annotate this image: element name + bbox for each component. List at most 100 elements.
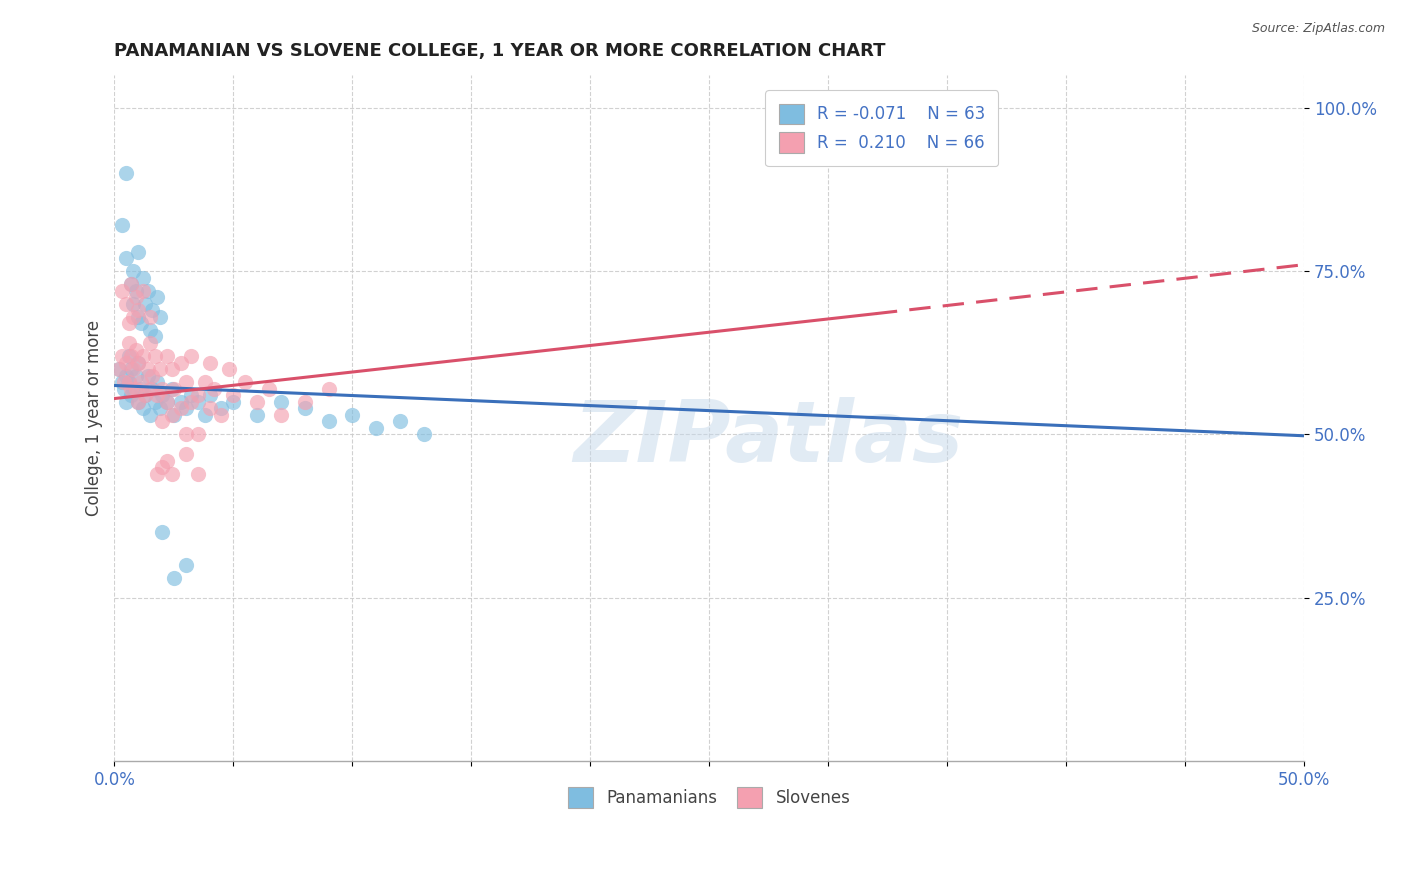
Point	[118, 336, 141, 351]
Point	[143, 329, 166, 343]
Point	[146, 467, 169, 481]
Point	[149, 310, 172, 324]
Point	[170, 394, 193, 409]
Point	[141, 382, 163, 396]
Point	[160, 382, 183, 396]
Point	[388, 414, 411, 428]
Point	[174, 447, 197, 461]
Point	[194, 375, 217, 389]
Point	[132, 401, 155, 416]
Point	[120, 362, 142, 376]
Point	[218, 362, 240, 376]
Point	[115, 368, 138, 383]
Point	[125, 290, 148, 304]
Point	[156, 453, 179, 467]
Point	[127, 394, 149, 409]
Point	[110, 349, 132, 363]
Point	[120, 382, 142, 396]
Point	[150, 388, 173, 402]
Point	[156, 394, 179, 409]
Point	[174, 558, 197, 573]
Point	[118, 375, 141, 389]
Point	[180, 349, 202, 363]
Point	[110, 375, 132, 389]
Point	[127, 303, 149, 318]
Point	[125, 368, 148, 383]
Point	[160, 362, 183, 376]
Point	[211, 408, 233, 422]
Point	[120, 349, 142, 363]
Point	[160, 467, 183, 481]
Point	[122, 297, 145, 311]
Point	[115, 356, 138, 370]
Point	[170, 356, 193, 370]
Point	[136, 284, 159, 298]
Point	[134, 297, 156, 311]
Point	[139, 382, 162, 396]
Point	[120, 277, 142, 292]
Point	[150, 414, 173, 428]
Point	[294, 394, 316, 409]
Point	[156, 349, 179, 363]
Point	[187, 388, 209, 402]
Point	[366, 421, 388, 435]
Point	[134, 388, 156, 402]
Point	[132, 349, 155, 363]
Point	[143, 394, 166, 409]
Point	[160, 408, 183, 422]
Text: ZIPatlas: ZIPatlas	[574, 397, 965, 480]
Point	[122, 310, 145, 324]
Point	[139, 323, 162, 337]
Point	[134, 388, 156, 402]
Point	[246, 394, 269, 409]
Point	[270, 408, 292, 422]
Point	[110, 284, 132, 298]
Point	[198, 356, 221, 370]
Point	[146, 375, 169, 389]
Point	[120, 388, 142, 402]
Point	[149, 401, 172, 416]
Point	[125, 284, 148, 298]
Point	[127, 356, 149, 370]
Point	[129, 317, 152, 331]
Point	[150, 460, 173, 475]
Point	[233, 375, 256, 389]
Point	[174, 401, 197, 416]
Point	[222, 394, 245, 409]
Text: Source: ZipAtlas.com: Source: ZipAtlas.com	[1251, 22, 1385, 36]
Point	[318, 414, 340, 428]
Point	[170, 401, 193, 416]
Point	[174, 427, 197, 442]
Point	[150, 382, 173, 396]
Point	[174, 375, 197, 389]
Point	[187, 394, 209, 409]
Point	[318, 382, 340, 396]
Point	[139, 310, 162, 324]
Point	[139, 336, 162, 351]
Point	[141, 303, 163, 318]
Point	[149, 362, 172, 376]
Legend: Panamanians, Slovenes: Panamanians, Slovenes	[561, 780, 858, 814]
Point	[180, 388, 202, 402]
Point	[156, 394, 179, 409]
Point	[127, 356, 149, 370]
Y-axis label: College, 1 year or more: College, 1 year or more	[86, 320, 103, 516]
Point	[132, 284, 155, 298]
Point	[118, 349, 141, 363]
Point	[211, 401, 233, 416]
Point	[222, 388, 245, 402]
Point	[136, 362, 159, 376]
Point	[122, 382, 145, 396]
Point	[180, 394, 202, 409]
Point	[163, 571, 186, 585]
Point	[112, 382, 135, 396]
Point	[342, 408, 364, 422]
Point	[127, 310, 149, 324]
Point	[108, 362, 131, 376]
Point	[187, 427, 209, 442]
Point	[163, 382, 186, 396]
Point	[120, 277, 142, 292]
Point	[257, 382, 280, 396]
Point	[139, 408, 162, 422]
Point	[125, 382, 148, 396]
